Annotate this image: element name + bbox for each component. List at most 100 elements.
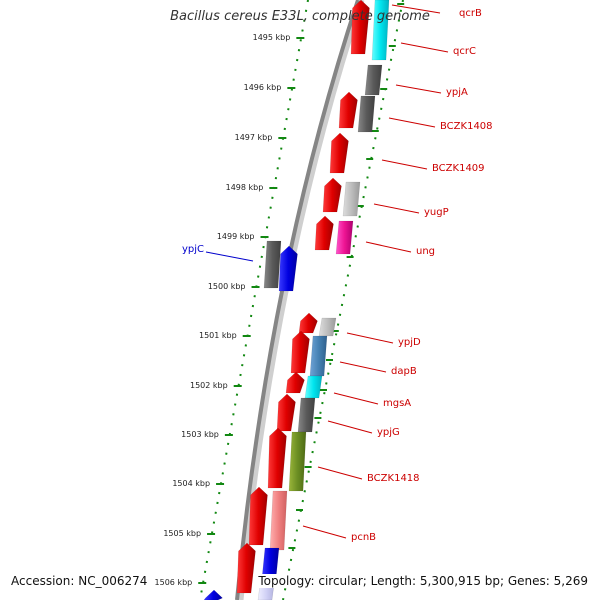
gene-label-ypjc[interactable]: ypjC (182, 244, 254, 262)
kbp-tick: 1501 kbp (199, 331, 251, 340)
gene-label-text[interactable]: pcnB (351, 532, 376, 543)
cds-arrow-forward[interactable] (290, 330, 310, 374)
gene-label-mgsa[interactable]: mgsA (333, 392, 411, 409)
cds-arrow-forward[interactable] (322, 177, 342, 213)
cds-arrow-forward[interactable] (338, 91, 358, 129)
left-ruler-dotted-line (199, 0, 309, 600)
cds-arrow-forward[interactable] (236, 542, 256, 594)
gene-label-text[interactable]: BCZK1408 (440, 121, 493, 132)
gene-leader-line (395, 84, 442, 94)
gene-label-qcrc[interactable]: qcrC (400, 42, 476, 57)
gene-label-text[interactable]: ypjD (398, 337, 421, 348)
gene-leader-line (327, 420, 373, 434)
cds-arrow-reverse[interactable] (278, 245, 298, 292)
gene-label-yugp[interactable]: yugP (373, 203, 449, 218)
gene-label-dapb[interactable]: dapB (339, 361, 417, 377)
kbp-tick-label: 1496 kbp (244, 83, 282, 92)
cds-block-light[interactable] (342, 181, 361, 217)
gene-label-ypja[interactable]: ypjA (395, 84, 468, 98)
right-ruler-ticks (288, 3, 405, 549)
gene-leader-line (391, 4, 441, 14)
kbp-tick-label: 1497 kbp (235, 133, 273, 142)
gene-label-text[interactable]: mgsA (383, 398, 411, 409)
cds-arrow-forward[interactable] (298, 312, 318, 334)
cds-arrow-forward[interactable] (248, 486, 268, 546)
kbp-tick-label: 1505 kbp (163, 529, 201, 538)
gene-leader-line (333, 392, 379, 405)
cds-arrow-forward[interactable] (314, 215, 334, 251)
cds-block-light[interactable] (318, 317, 337, 337)
kbp-tick-label: 1499 kbp (217, 232, 255, 241)
cds-block-grey[interactable] (297, 397, 316, 433)
gene-leader-line (373, 203, 420, 214)
gene-label-bczk1409[interactable]: BCZK1409 (381, 159, 485, 174)
cds-arrow-forward[interactable] (350, 0, 370, 55)
cds-arrow-forward[interactable] (276, 393, 296, 432)
gene-leader-line (388, 117, 436, 128)
topology-text: Topology: circular; Length: 5,300,915 bp… (256, 574, 590, 588)
gene-leader-line (381, 159, 428, 170)
cds-block-grey[interactable] (364, 64, 383, 96)
gene-label-text[interactable]: ung (416, 246, 435, 257)
gene-label-pcnb[interactable]: pcnB (302, 525, 376, 543)
kbp-tick: 1498 kbp (226, 183, 278, 192)
gene-leader-line (302, 525, 347, 539)
gene-leader-line (365, 241, 412, 253)
gene-label-text[interactable]: ypjA (446, 87, 468, 98)
gene-label-ypjg[interactable]: ypjG (327, 420, 400, 438)
cds-block-grey[interactable] (357, 95, 376, 133)
kbp-tick: 1506 kbp (155, 578, 207, 587)
kbp-tick-label: 1500 kbp (208, 282, 246, 291)
cds-arrow-forward[interactable] (329, 132, 349, 174)
gene-label-ung[interactable]: ung (365, 241, 435, 257)
gene-leader-line (339, 361, 387, 373)
gene-leader-line (346, 332, 394, 344)
gene-label-qcrb[interactable]: qcrB (391, 4, 482, 19)
accession-text: Accession: NC_006274 (9, 574, 150, 588)
cds-block-magenta[interactable] (335, 220, 354, 255)
gene-label-text[interactable]: yugP (424, 207, 449, 218)
kbp-tick: 1502 kbp (190, 381, 242, 390)
gene-label-ypjd[interactable]: ypjD (346, 332, 421, 348)
cds-block-steel[interactable] (309, 335, 328, 377)
gene-label-text[interactable]: ypjG (377, 427, 400, 438)
kbp-tick: 1495 kbp (253, 33, 305, 42)
kbp-tick-label: 1498 kbp (226, 183, 264, 192)
gene-features (203, 0, 390, 600)
kbp-tick: 1497 kbp (235, 133, 287, 142)
kbp-tick-label: 1503 kbp (181, 430, 219, 439)
kbp-tick: 1499 kbp (217, 232, 269, 241)
cds-block-grey[interactable] (263, 240, 282, 289)
kbp-tick: 1496 kbp (244, 83, 296, 92)
gene-label-text[interactable]: qcrC (453, 46, 476, 57)
gene-leader-line (400, 42, 449, 53)
gene-label-bczk1408[interactable]: BCZK1408 (388, 117, 493, 132)
gene-label-text[interactable]: dapB (391, 366, 417, 377)
cds-arrow-forward[interactable] (285, 371, 305, 394)
kbp-tick-label: 1501 kbp (199, 331, 237, 340)
cds-arrow-reverse[interactable] (203, 589, 223, 600)
gene-label-text[interactable]: ypjC (182, 244, 204, 255)
kbp-tick-label: 1495 kbp (253, 33, 291, 42)
gene-label-text[interactable]: BCZK1409 (432, 163, 485, 174)
kbp-tick-label: 1506 kbp (155, 578, 193, 587)
gene-leader-line (205, 251, 254, 262)
gene-label-text[interactable]: qcrB (459, 8, 482, 19)
gene-label-bczk1418[interactable]: BCZK1418 (317, 466, 420, 484)
kbp-tick-label: 1504 kbp (172, 479, 210, 488)
kbp-tick-label: 1502 kbp (190, 381, 228, 390)
kbp-tick: 1505 kbp (163, 529, 216, 538)
kbp-tick: 1500 kbp (208, 282, 260, 291)
cds-block-pink[interactable] (269, 490, 288, 551)
gene-label-text[interactable]: BCZK1418 (367, 473, 420, 484)
cds-block-olive[interactable] (288, 431, 307, 492)
cds-arrow-forward[interactable] (267, 427, 287, 489)
gene-labels: qcrB qcrC ypjA BCZK1408 BCZK1409 yugP ung ypjC y… (182, 4, 493, 543)
kbp-tick: 1503 kbp (181, 430, 233, 439)
map-title: Bacillus cereus E33L, complete genome (170, 9, 430, 24)
kbp-ruler: 1495 kbp 1496 kbp 1497 kbp 1498 kbp 1499 kbp… (155, 33, 305, 587)
cds-block-cyan[interactable] (371, 0, 390, 61)
cds-block-cyan[interactable] (304, 375, 323, 399)
